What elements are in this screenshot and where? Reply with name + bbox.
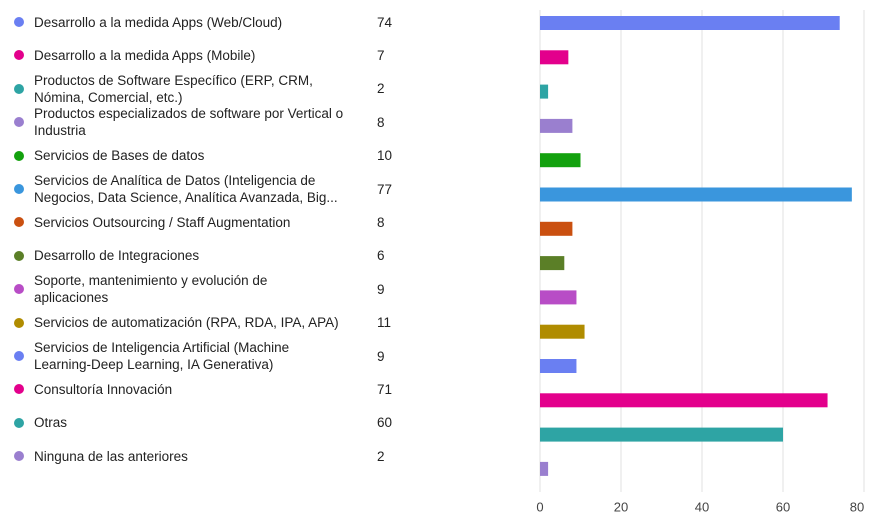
value-label: 6 [377, 248, 385, 264]
category-label: Productos de Software Específico (ERP, C… [34, 72, 313, 105]
category-label: Desarrollo a la medida Apps (Web/Cloud) [34, 14, 283, 30]
legend-dot [14, 217, 24, 228]
legend-dot [14, 17, 24, 27]
legend-dot [14, 83, 24, 94]
value-label: 2 [377, 81, 385, 97]
bar [540, 187, 852, 202]
legend-item: Desarrollo a la medida Apps (Web/Cloud) [14, 5, 354, 39]
bar [540, 118, 573, 133]
x-tick-label: 20 [614, 499, 628, 514]
legend-item: Ninguna de las anteriores [14, 439, 354, 473]
value-label: 10 [377, 148, 393, 164]
category-label: Servicios Outsourcing / Staff Augmentati… [34, 214, 291, 230]
legend-dot [14, 150, 24, 161]
legend-item: Servicios Outsourcing / Staff Augmentati… [14, 205, 354, 239]
value-label: 11 [377, 315, 392, 331]
category-label: Ninguna de las anteriores [34, 448, 188, 464]
category-label: Servicios de automatización (RPA, RDA, I… [34, 315, 339, 331]
legend-dot [14, 117, 24, 128]
x-tick-label: 40 [695, 499, 709, 514]
value-label: 9 [377, 281, 385, 297]
value-label: 7 [377, 47, 385, 63]
category-label: Consultoría Innovación [34, 381, 173, 397]
category-label: Soporte, mantenimiento y evolución de ap… [34, 273, 268, 306]
legend-item: Servicios de Analítica de Datos (Intelig… [14, 172, 354, 206]
bar [540, 50, 569, 65]
legend-dot [14, 284, 24, 295]
category-label: Desarrollo de Integraciones [34, 248, 200, 264]
legend-item: Productos de Software Específico (ERP, C… [14, 72, 354, 106]
category-label: Servicios de Inteligencia Artificial (Ma… [34, 340, 290, 372]
bar [540, 290, 577, 305]
legend-item: Otras [14, 406, 354, 440]
legend-item: Productos especializados de software por… [14, 105, 354, 139]
bar [540, 153, 581, 168]
bar [540, 393, 828, 408]
bar [540, 16, 840, 30]
category-label: Productos especializados de software por… [34, 106, 344, 139]
legend-item: Desarrollo de Integraciones [14, 239, 354, 273]
legend-dot [14, 184, 24, 194]
bar [540, 221, 573, 236]
bar [540, 324, 585, 339]
value-label: 77 [377, 181, 393, 197]
value-label: 8 [377, 114, 385, 130]
x-tick-label: 0 [536, 499, 543, 514]
category-label: Servicios de Bases de datos [34, 148, 205, 164]
value-label: 71 [377, 381, 393, 397]
value-label: 60 [377, 415, 393, 431]
legend-item: Servicios de Bases de datos [14, 139, 354, 173]
legend-item: Soporte, mantenimiento y evolución de ap… [14, 272, 354, 306]
legend-dot [14, 250, 24, 261]
legend-dot [14, 451, 24, 462]
value-label: 2 [377, 448, 385, 464]
value-label: 8 [377, 214, 385, 230]
category-label: Otras [34, 415, 68, 431]
bar [540, 427, 783, 442]
bar [540, 461, 549, 476]
legend-item: Servicios de automatización (RPA, RDA, I… [14, 306, 354, 340]
x-tick-label: 80 [850, 499, 864, 514]
legend-dot [14, 351, 24, 361]
value-label: 74 [377, 14, 393, 30]
bar [540, 256, 565, 271]
legend-dot [14, 417, 24, 428]
legend-dot [14, 384, 24, 395]
legend-item: Servicios de Inteligencia Artificial (Ma… [14, 339, 354, 373]
x-tick-label: 60 [776, 499, 790, 514]
category-label: Servicios de Analítica de Datos (Intelig… [34, 173, 338, 205]
legend-dot [14, 317, 24, 328]
legend-dot [14, 50, 24, 61]
legend-item: Consultoría Innovación [14, 372, 354, 406]
bar [540, 84, 549, 99]
category-label: Desarrollo a la medida Apps (Mobile) [34, 47, 256, 63]
legend-item: Desarrollo a la medida Apps (Mobile) [14, 38, 354, 72]
bar [540, 359, 577, 373]
value-label: 9 [377, 348, 385, 364]
